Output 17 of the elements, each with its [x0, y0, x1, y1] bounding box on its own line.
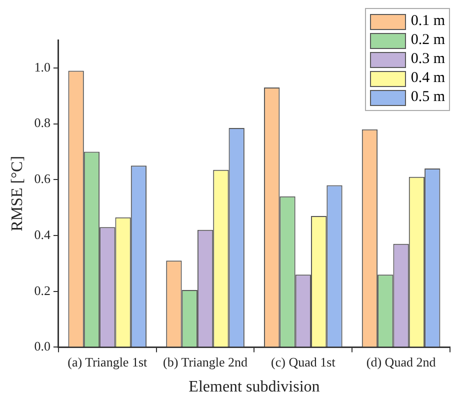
- y-axis-title: RMSE [°C]: [8, 156, 26, 232]
- x-tick-label: (c) Quad 1st: [271, 354, 336, 370]
- y-tick-label: 0.8: [34, 115, 50, 130]
- y-tick-label: 1.0: [34, 59, 50, 74]
- x-tick-label: (b) Triangle 2nd: [163, 354, 248, 370]
- x-axis-title: Element subdivision: [188, 378, 320, 396]
- legend-label: 0.4 m: [410, 69, 445, 88]
- legend-label: 0.2 m: [410, 31, 445, 50]
- y-tick-label: 0.4: [34, 226, 51, 242]
- legend-label: 0.1 m: [410, 12, 445, 31]
- y-tick-label: 0.0: [34, 338, 50, 354]
- x-tick-label: (a) Triangle 1st: [68, 354, 148, 370]
- x-tick-label: (d) Quad 2nd: [366, 354, 436, 370]
- y-tick-label: 0.6: [34, 171, 51, 186]
- y-tick-label: 0.2: [34, 282, 50, 298]
- legend-label: 0.5 m: [410, 88, 445, 107]
- legend-label: 0.3 m: [410, 50, 445, 69]
